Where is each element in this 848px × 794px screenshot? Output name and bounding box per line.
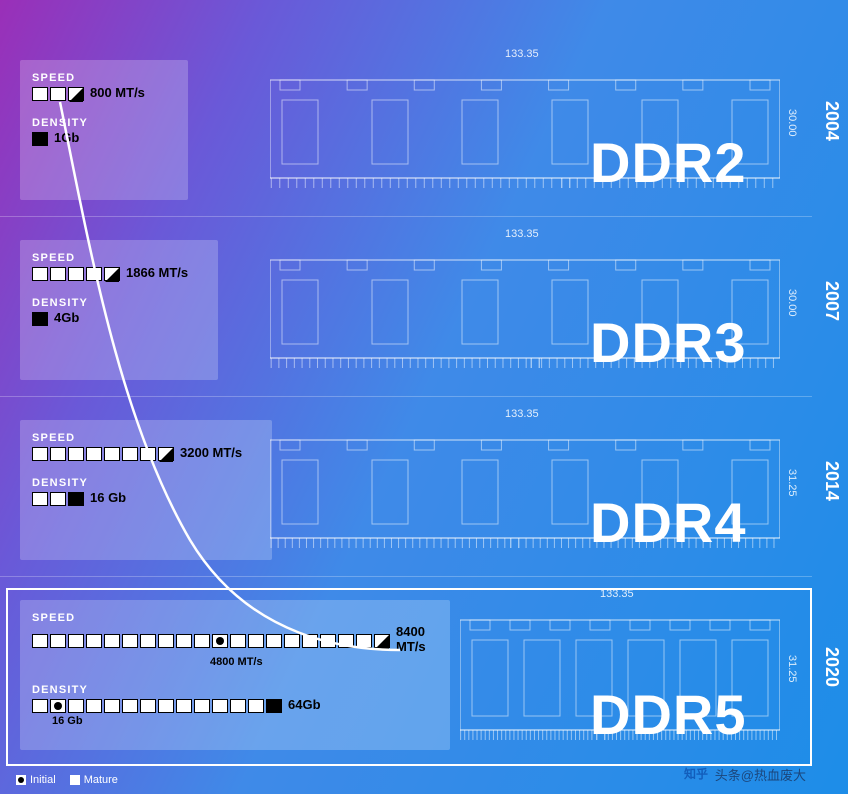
year-ddr2: 2004 xyxy=(816,101,842,141)
infobox-ddr5: SPEED8400 MT/s 4800 MT/s DENSITY64Gb 16 Gb xyxy=(20,600,450,750)
density-label: DENSITY xyxy=(32,477,260,489)
speed-value: 3200 MT/s xyxy=(180,445,242,460)
gen-label-ddr2: DDR2 xyxy=(590,130,746,195)
gen-label-ddr4: DDR4 xyxy=(590,490,746,555)
density-label: DENSITY xyxy=(32,684,438,696)
dim-height-ddr2: 30.00 xyxy=(786,109,798,137)
density-value: 64Gb xyxy=(288,697,321,712)
speed-label: SPEED xyxy=(32,432,260,444)
infobox-ddr2: SPEED800 MT/s DENSITY1Gb xyxy=(20,60,188,200)
speed-label: SPEED xyxy=(32,72,176,84)
dim-width-ddr2: 133.35 xyxy=(505,48,539,60)
speed-value: 1866 MT/s xyxy=(126,265,188,280)
row-divider xyxy=(0,396,812,397)
density-mid-label: 16 Gb xyxy=(52,715,438,727)
dim-height-ddr4: 31.25 xyxy=(786,469,798,497)
legend-initial: Initial xyxy=(16,774,56,786)
density-label: DENSITY xyxy=(32,117,176,129)
year-ddr5: 2020 xyxy=(816,647,842,687)
density-value: 4Gb xyxy=(54,310,79,325)
density-label: DENSITY xyxy=(32,297,206,309)
attribution-watermark: 头条@热血废大 xyxy=(715,765,806,784)
row-divider xyxy=(0,576,812,577)
legend-mature: Mature xyxy=(70,774,118,786)
dim-height-ddr3: 30.00 xyxy=(786,289,798,317)
zhihu-watermark: 知乎 xyxy=(684,765,708,782)
legend: Initial Mature xyxy=(16,774,118,786)
infographic-canvas: 133.3530.002004DDR2SPEED800 MT/sDENSITY1… xyxy=(0,0,848,794)
infobox-ddr4: SPEED3200 MT/s DENSITY16 Gb xyxy=(20,420,272,560)
speed-mid-label: 4800 MT/s xyxy=(210,656,438,668)
dim-width-ddr4: 133.35 xyxy=(505,408,539,420)
row-divider xyxy=(0,216,812,217)
density-value: 16 Gb xyxy=(90,490,126,505)
speed-label: SPEED xyxy=(32,612,438,624)
year-ddr3: 2007 xyxy=(816,281,842,321)
density-value: 1Gb xyxy=(54,130,79,145)
gen-label-ddr3: DDR3 xyxy=(590,310,746,375)
dim-width-ddr3: 133.35 xyxy=(505,228,539,240)
speed-value: 8400 MT/s xyxy=(396,624,438,654)
speed-label: SPEED xyxy=(32,252,206,264)
speed-value: 800 MT/s xyxy=(90,85,145,100)
infobox-ddr3: SPEED1866 MT/s DENSITY4Gb xyxy=(20,240,218,380)
year-ddr4: 2014 xyxy=(816,461,842,501)
